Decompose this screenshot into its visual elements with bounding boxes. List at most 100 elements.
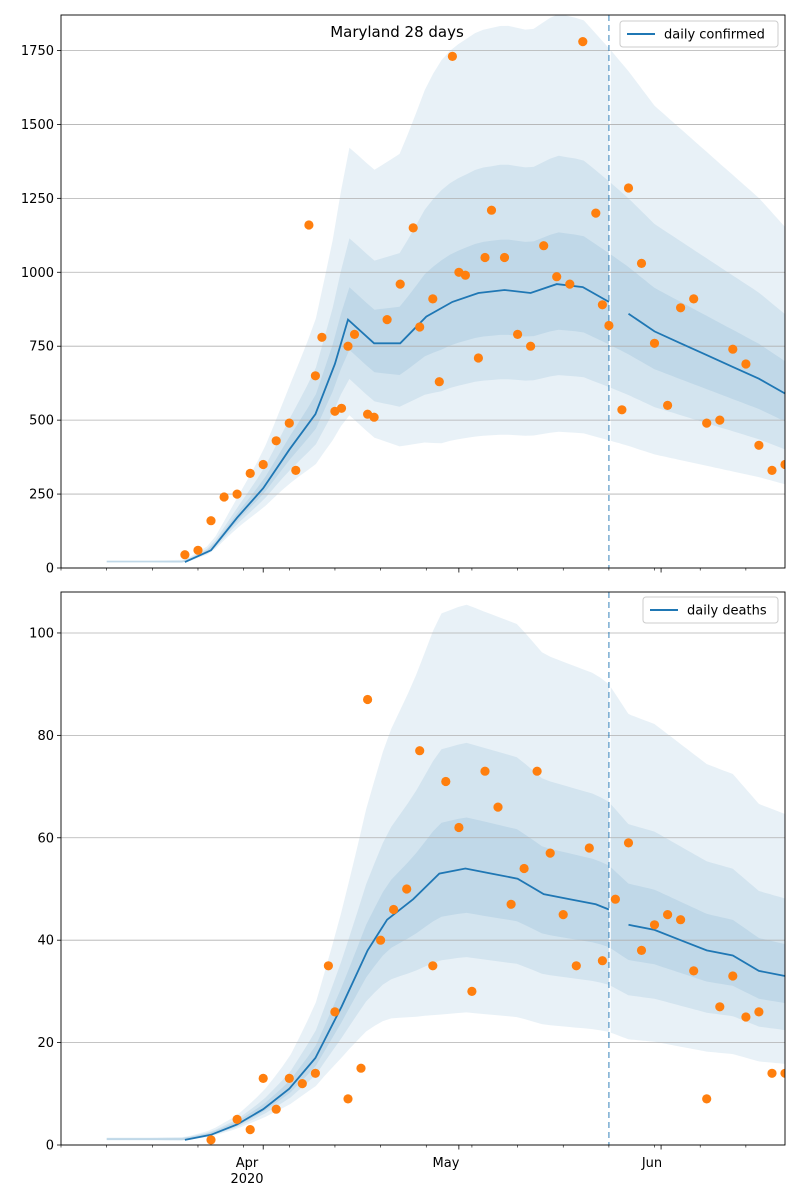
data-point <box>343 341 353 351</box>
y-tick-label: 1500 <box>21 118 54 133</box>
data-point <box>780 1068 785 1078</box>
data-point <box>336 403 347 413</box>
data-point <box>715 415 725 425</box>
uncertainty-band <box>106 15 609 563</box>
deaths-y-ticks: 0 20 40 60 80 100 <box>29 626 61 1154</box>
data-point <box>180 550 190 560</box>
uncertainty-band <box>610 867 785 1004</box>
data-point <box>754 440 764 450</box>
data-point <box>539 241 549 251</box>
data-point <box>617 405 627 415</box>
data-point <box>232 1114 242 1124</box>
data-point <box>245 1125 255 1135</box>
data-point <box>304 220 314 230</box>
data-point <box>663 400 673 410</box>
data-point <box>271 1104 281 1114</box>
data-point <box>460 270 470 280</box>
data-point <box>584 843 594 853</box>
data-point <box>558 910 568 920</box>
mean-line-forecast <box>627 312 786 395</box>
data-point <box>258 459 268 470</box>
data-point <box>519 863 529 874</box>
confirmed-axes-frame <box>60 14 786 569</box>
data-point <box>499 252 510 263</box>
data-point <box>291 465 301 475</box>
data-point <box>206 516 216 526</box>
confirmed-panel: 0 250 500 750 1000 1250 1500 1750 Maryland 28 d… <box>21 14 786 577</box>
y-tick-label: 40 <box>37 934 54 949</box>
data-point <box>382 315 392 325</box>
data-point <box>636 945 647 956</box>
data-point <box>649 338 660 348</box>
data-point <box>591 208 601 218</box>
data-point <box>493 802 503 812</box>
deaths-axes-frame <box>60 591 786 1146</box>
y-tick-label: 250 <box>29 488 54 503</box>
data-point <box>545 848 555 858</box>
deaths-mean-line-group <box>184 867 786 1141</box>
x-tick-label-may: May <box>433 1156 460 1171</box>
confirmed-x-ticks <box>60 568 747 573</box>
data-point <box>310 1068 320 1078</box>
data-point <box>780 459 785 470</box>
mean-line-forecast <box>628 923 786 977</box>
data-point <box>741 1012 751 1022</box>
data-point <box>356 1063 366 1073</box>
data-point <box>408 223 418 233</box>
data-point <box>767 465 777 475</box>
data-point <box>610 894 621 904</box>
uncertainty-band <box>106 817 609 1141</box>
y-tick-label: 0 <box>46 562 54 577</box>
data-point <box>526 341 536 351</box>
data-point <box>578 37 588 47</box>
mean-line-fitted <box>184 867 610 1141</box>
confirmed-legend: daily confirmed <box>619 20 779 48</box>
data-point <box>395 279 405 289</box>
data-point <box>434 377 444 387</box>
data-point <box>441 776 451 787</box>
y-tick-label: 1250 <box>21 192 54 207</box>
y-tick-label: 100 <box>29 626 54 641</box>
data-point <box>369 412 379 422</box>
data-point <box>389 904 399 915</box>
data-point <box>363 694 373 705</box>
uncertainty-band <box>106 742 609 1141</box>
confirmed-gridlines <box>61 50 785 569</box>
data-point <box>206 1135 216 1145</box>
data-point <box>428 961 438 971</box>
data-point <box>454 822 464 833</box>
data-point <box>597 956 608 966</box>
y-tick-label: 60 <box>37 831 54 846</box>
data-point <box>728 971 738 981</box>
data-point <box>623 838 634 848</box>
uncertainty-band <box>106 604 609 1141</box>
data-point <box>649 920 660 930</box>
data-point <box>376 935 386 945</box>
data-point <box>480 766 490 776</box>
data-point <box>513 329 523 339</box>
data-point <box>193 545 203 555</box>
data-point <box>415 322 425 332</box>
data-point <box>415 746 425 756</box>
data-point <box>258 1073 268 1083</box>
data-point <box>428 294 438 304</box>
y-tick-label: 1750 <box>21 44 54 59</box>
deaths-uncertainty-bands <box>106 604 785 1141</box>
y-tick-label: 80 <box>37 729 54 744</box>
data-point <box>343 1094 353 1104</box>
data-point <box>636 258 647 268</box>
data-point <box>297 1079 307 1089</box>
uncertainty-band <box>106 232 609 563</box>
uncertainty-band <box>610 687 785 1064</box>
data-point <box>402 884 412 894</box>
uncertainty-band <box>610 254 785 422</box>
uncertainty-band <box>610 50 785 485</box>
data-point <box>689 966 699 976</box>
data-point <box>702 1094 712 1104</box>
y-tick-label: 20 <box>37 1036 54 1051</box>
legend-label-confirmed: daily confirmed <box>664 28 765 43</box>
data-point <box>728 344 738 354</box>
data-point <box>702 418 712 428</box>
data-point <box>663 910 673 920</box>
